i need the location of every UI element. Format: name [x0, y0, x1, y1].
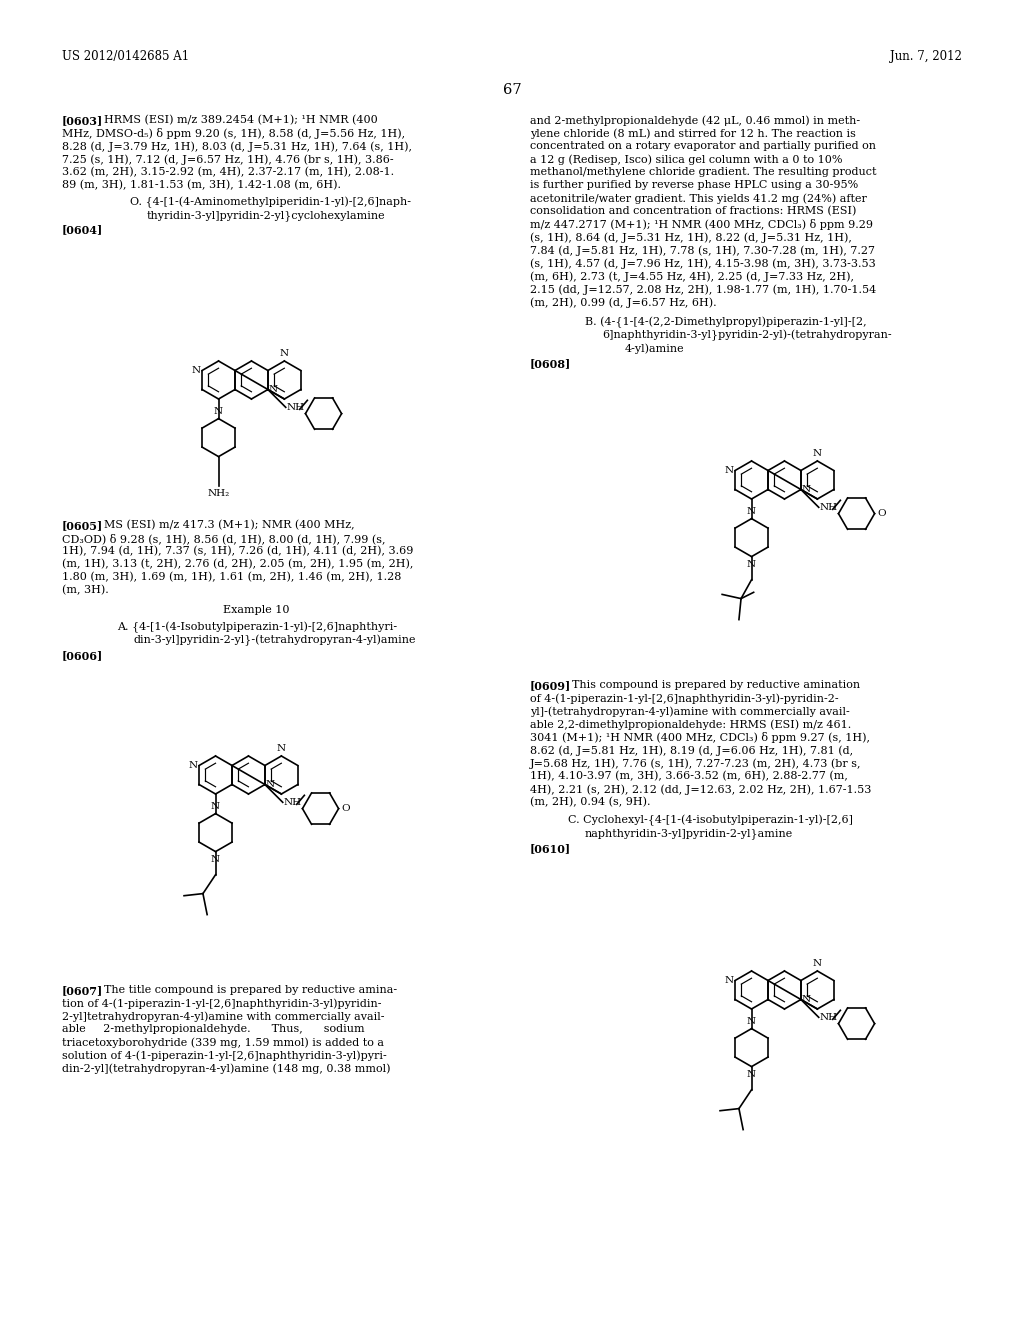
Text: N: N [746, 507, 756, 516]
Text: (m, 6H), 2.73 (t, J=4.55 Hz, 4H), 2.25 (d, J=7.33 Hz, 2H),: (m, 6H), 2.73 (t, J=4.55 Hz, 4H), 2.25 (… [530, 271, 854, 281]
Text: din-2-yl](tetrahydropyran-4-yl)amine (148 mg, 0.38 mmol): din-2-yl](tetrahydropyran-4-yl)amine (14… [62, 1063, 390, 1073]
Text: (m, 2H), 0.94 (s, 9H).: (m, 2H), 0.94 (s, 9H). [530, 797, 650, 808]
Text: 4-yl)amine: 4-yl)amine [625, 343, 685, 354]
Text: N: N [211, 854, 220, 863]
Text: O: O [342, 804, 350, 813]
Text: [0606]: [0606] [62, 649, 103, 661]
Text: N: N [746, 560, 756, 569]
Text: [0605]: [0605] [62, 520, 103, 531]
Text: ylene chloride (8 mL) and stirred for 12 h. The reaction is: ylene chloride (8 mL) and stirred for 12… [530, 128, 856, 139]
Text: able     2-methylpropionaldehyde.      Thus,      sodium: able 2-methylpropionaldehyde. Thus, sodi… [62, 1024, 365, 1034]
Text: 6]naphthyridin-3-yl}pyridin-2-yl)-(tetrahydropyran-: 6]naphthyridin-3-yl}pyridin-2-yl)-(tetra… [602, 330, 892, 342]
Text: N: N [191, 366, 201, 375]
Text: concentrated on a rotary evaporator and partially purified on: concentrated on a rotary evaporator and … [530, 141, 876, 150]
Text: MHz, DMSO-d₅) δ ppm 9.20 (s, 1H), 8.58 (d, J=5.56 Hz, 1H),: MHz, DMSO-d₅) δ ppm 9.20 (s, 1H), 8.58 (… [62, 128, 406, 139]
Text: 1H), 7.94 (d, 1H), 7.37 (s, 1H), 7.26 (d, 1H), 4.11 (d, 2H), 3.69: 1H), 7.94 (d, 1H), 7.37 (s, 1H), 7.26 (d… [62, 546, 414, 556]
Text: N: N [211, 801, 220, 810]
Text: N: N [746, 1016, 756, 1026]
Text: N: N [813, 960, 822, 968]
Text: 8.62 (d, J=5.81 Hz, 1H), 8.19 (d, J=6.06 Hz, 1H), 7.81 (d,: 8.62 (d, J=5.81 Hz, 1H), 8.19 (d, J=6.06… [530, 744, 853, 755]
Text: solution of 4-(1-piperazin-1-yl-[2,6]naphthyridin-3-yl)pyri-: solution of 4-(1-piperazin-1-yl-[2,6]nap… [62, 1049, 387, 1060]
Text: tion of 4-(1-piperazin-1-yl-[2,6]naphthyridin-3-yl)pyridin-: tion of 4-(1-piperazin-1-yl-[2,6]naphthy… [62, 998, 382, 1008]
Text: CD₃OD) δ 9.28 (s, 1H), 8.56 (d, 1H), 8.00 (d, 1H), 7.99 (s,: CD₃OD) δ 9.28 (s, 1H), 8.56 (d, 1H), 8.0… [62, 533, 385, 544]
Text: 7.25 (s, 1H), 7.12 (d, J=6.57 Hz, 1H), 4.76 (br s, 1H), 3.86-: 7.25 (s, 1H), 7.12 (d, J=6.57 Hz, 1H), 4… [62, 154, 393, 165]
Text: A. {4-[1-(4-Isobutylpiperazin-1-yl)-[2,6]naphthyri-: A. {4-[1-(4-Isobutylpiperazin-1-yl)-[2,6… [117, 622, 397, 634]
Text: thyridin-3-yl]pyridin-2-yl}cyclohexylamine: thyridin-3-yl]pyridin-2-yl}cyclohexylami… [147, 210, 386, 220]
Text: 1.80 (m, 3H), 1.69 (m, 1H), 1.61 (m, 2H), 1.46 (m, 2H), 1.28: 1.80 (m, 3H), 1.69 (m, 1H), 1.61 (m, 2H)… [62, 572, 401, 582]
Text: 67: 67 [503, 83, 521, 96]
Text: N: N [802, 484, 811, 494]
Text: N: N [725, 975, 734, 985]
Text: yl]-(tetrahydropyran-4-yl)amine with commercially avail-: yl]-(tetrahydropyran-4-yl)amine with com… [530, 706, 850, 717]
Text: N: N [725, 466, 734, 475]
Text: triacetoxyborohydride (339 mg, 1.59 mmol) is added to a: triacetoxyborohydride (339 mg, 1.59 mmol… [62, 1038, 384, 1048]
Text: N: N [189, 762, 198, 770]
Text: [0607]: [0607] [62, 985, 103, 997]
Text: N: N [276, 744, 286, 752]
Text: 1H), 4.10-3.97 (m, 3H), 3.66-3.52 (m, 6H), 2.88-2.77 (m,: 1H), 4.10-3.97 (m, 3H), 3.66-3.52 (m, 6H… [530, 771, 848, 781]
Text: N: N [214, 407, 223, 416]
Text: US 2012/0142685 A1: US 2012/0142685 A1 [62, 50, 189, 63]
Text: The title compound is prepared by reductive amina-: The title compound is prepared by reduct… [104, 985, 397, 995]
Text: naphthyridin-3-yl]pyridin-2-yl}amine: naphthyridin-3-yl]pyridin-2-yl}amine [585, 828, 794, 838]
Text: consolidation and concentration of fractions: HRMS (ESI): consolidation and concentration of fract… [530, 206, 856, 216]
Text: of 4-(1-piperazin-1-yl-[2,6]naphthyridin-3-yl)-pyridin-2-: of 4-(1-piperazin-1-yl-[2,6]naphthyridin… [530, 693, 839, 704]
Text: HRMS (ESI) m/z 389.2454 (M+1); ¹H NMR (400: HRMS (ESI) m/z 389.2454 (M+1); ¹H NMR (4… [104, 115, 378, 125]
Text: N: N [746, 1069, 756, 1078]
Text: O. {4-[1-(4-Aminomethylpiperidin-1-yl)-[2,6]naph-: O. {4-[1-(4-Aminomethylpiperidin-1-yl)-[… [130, 197, 411, 209]
Text: [0609]: [0609] [530, 680, 571, 690]
Text: 3.62 (m, 2H), 3.15-2.92 (m, 4H), 2.37-2.17 (m, 1H), 2.08-1.: 3.62 (m, 2H), 3.15-2.92 (m, 4H), 2.37-2.… [62, 168, 394, 177]
Text: m/z 447.2717 (M+1); ¹H NMR (400 MHz, CDCl₃) δ ppm 9.29: m/z 447.2717 (M+1); ¹H NMR (400 MHz, CDC… [530, 219, 873, 230]
Text: (m, 3H).: (m, 3H). [62, 585, 109, 595]
Text: B. (4-{1-[4-(2,2-Dimethylpropyl)piperazin-1-yl]-[2,: B. (4-{1-[4-(2,2-Dimethylpropyl)piperazi… [585, 317, 866, 329]
Text: [0610]: [0610] [530, 843, 571, 854]
Text: NH₂: NH₂ [208, 488, 229, 498]
Text: 2.15 (dd, J=12.57, 2.08 Hz, 2H), 1.98-1.77 (m, 1H), 1.70-1.54: 2.15 (dd, J=12.57, 2.08 Hz, 2H), 1.98-1.… [530, 284, 877, 294]
Text: C. Cyclohexyl-{4-[1-(4-isobutylpiperazin-1-yl)-[2,6]: C. Cyclohexyl-{4-[1-(4-isobutylpiperazin… [568, 814, 853, 826]
Text: [0604]: [0604] [62, 224, 103, 235]
Text: Jun. 7, 2012: Jun. 7, 2012 [890, 50, 962, 63]
Text: N: N [266, 780, 275, 789]
Text: [0603]: [0603] [62, 115, 103, 125]
Text: NH: NH [284, 797, 302, 807]
Text: 7.84 (d, J=5.81 Hz, 1H), 7.78 (s, 1H), 7.30-7.28 (m, 1H), 7.27: 7.84 (d, J=5.81 Hz, 1H), 7.78 (s, 1H), 7… [530, 246, 874, 256]
Text: N: N [280, 348, 289, 358]
Text: able 2,2-dimethylpropionaldehyde: HRMS (ESI) m/z 461.: able 2,2-dimethylpropionaldehyde: HRMS (… [530, 719, 851, 730]
Text: acetonitrile/water gradient. This yields 41.2 mg (24%) after: acetonitrile/water gradient. This yields… [530, 193, 867, 203]
Text: J=5.68 Hz, 1H), 7.76 (s, 1H), 7.27-7.23 (m, 2H), 4.73 (br s,: J=5.68 Hz, 1H), 7.76 (s, 1H), 7.27-7.23 … [530, 758, 861, 768]
Text: 2-yl]tetrahydropyran-4-yl)amine with commercially avail-: 2-yl]tetrahydropyran-4-yl)amine with com… [62, 1011, 384, 1022]
Text: [0608]: [0608] [530, 358, 571, 370]
Text: (m, 2H), 0.99 (d, J=6.57 Hz, 6H).: (m, 2H), 0.99 (d, J=6.57 Hz, 6H). [530, 297, 717, 308]
Text: 4H), 2.21 (s, 2H), 2.12 (dd, J=12.63, 2.02 Hz, 2H), 1.67-1.53: 4H), 2.21 (s, 2H), 2.12 (dd, J=12.63, 2.… [530, 784, 871, 795]
Text: N: N [269, 385, 279, 393]
Text: (m, 1H), 3.13 (t, 2H), 2.76 (d, 2H), 2.05 (m, 2H), 1.95 (m, 2H),: (m, 1H), 3.13 (t, 2H), 2.76 (d, 2H), 2.0… [62, 558, 414, 569]
Text: O: O [878, 510, 886, 519]
Text: (s, 1H), 4.57 (d, J=7.96 Hz, 1H), 4.15-3.98 (m, 3H), 3.73-3.53: (s, 1H), 4.57 (d, J=7.96 Hz, 1H), 4.15-3… [530, 257, 876, 268]
Text: NH: NH [820, 1012, 838, 1022]
Text: methanol/methylene chloride gradient. The resulting product: methanol/methylene chloride gradient. Th… [530, 168, 877, 177]
Text: din-3-yl]pyridin-2-yl}-(tetrahydropyran-4-yl)amine: din-3-yl]pyridin-2-yl}-(tetrahydropyran-… [134, 635, 417, 647]
Text: N: N [802, 995, 811, 1005]
Text: Example 10: Example 10 [223, 605, 289, 615]
Text: NH: NH [820, 503, 838, 512]
Text: 3041 (M+1); ¹H NMR (400 MHz, CDCl₃) δ ppm 9.27 (s, 1H),: 3041 (M+1); ¹H NMR (400 MHz, CDCl₃) δ pp… [530, 733, 870, 743]
Text: 8.28 (d, J=3.79 Hz, 1H), 8.03 (d, J=5.31 Hz, 1H), 7.64 (s, 1H),: 8.28 (d, J=3.79 Hz, 1H), 8.03 (d, J=5.31… [62, 141, 412, 152]
Text: MS (ESI) m/z 417.3 (M+1); NMR (400 MHz,: MS (ESI) m/z 417.3 (M+1); NMR (400 MHz, [104, 520, 354, 531]
Text: N: N [813, 449, 822, 458]
Text: a 12 g (Redisep, Isco) silica gel column with a 0 to 10%: a 12 g (Redisep, Isco) silica gel column… [530, 154, 843, 165]
Text: 89 (m, 3H), 1.81-1.53 (m, 3H), 1.42-1.08 (m, 6H).: 89 (m, 3H), 1.81-1.53 (m, 3H), 1.42-1.08… [62, 180, 341, 190]
Text: This compound is prepared by reductive amination: This compound is prepared by reductive a… [572, 680, 860, 690]
Text: is further purified by reverse phase HPLC using a 30-95%: is further purified by reverse phase HPL… [530, 180, 858, 190]
Text: (s, 1H), 8.64 (d, J=5.31 Hz, 1H), 8.22 (d, J=5.31 Hz, 1H),: (s, 1H), 8.64 (d, J=5.31 Hz, 1H), 8.22 (… [530, 232, 852, 243]
Text: NH: NH [287, 403, 305, 412]
Text: and 2-methylpropionaldehyde (42 μL, 0.46 mmol) in meth-: and 2-methylpropionaldehyde (42 μL, 0.46… [530, 115, 860, 125]
